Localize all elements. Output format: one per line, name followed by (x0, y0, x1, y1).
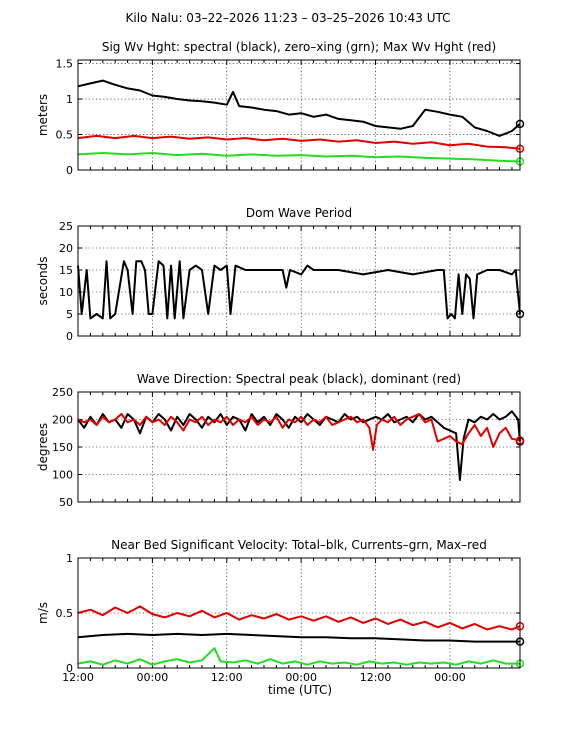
plot-frame (77, 391, 521, 503)
y-tick-label: 0 (66, 164, 73, 177)
series-line-green (77, 647, 520, 666)
x-tick-label: 00:00 (137, 671, 169, 684)
y-tick-label: 1 (66, 93, 73, 106)
chart-panel-4: Near Bed Significant Velocity: Total–blk… (36, 538, 525, 684)
series-line-red (77, 605, 521, 631)
y-tick-label: 200 (52, 414, 73, 427)
y-tick-label: 50 (59, 496, 73, 509)
x-axis-label: time (UTC) (268, 683, 332, 697)
series-line-green (77, 152, 521, 163)
x-tick-label: 12:00 (360, 671, 392, 684)
x-tick-label: 00:00 (285, 671, 317, 684)
series-line-black (77, 79, 521, 137)
plot-frame (77, 225, 521, 337)
y-axis-label: meters (36, 94, 50, 136)
panel-title: Sig Wv Hght: spectral (black), zero–xing… (102, 40, 496, 54)
y-axis-label: seconds (36, 256, 50, 305)
y-tick-label: 1 (66, 552, 73, 565)
y-tick-label: 10 (59, 286, 73, 299)
y-tick-label: 100 (52, 469, 73, 482)
y-tick-label: 150 (52, 441, 73, 454)
x-tick-label: 00:00 (434, 671, 466, 684)
series-line-black (77, 410, 521, 481)
y-tick-label: 0.5 (56, 129, 74, 142)
chart-panel-2: Dom Wave Period seconds 0 5 10 15 20 25 (36, 206, 525, 343)
series-line-black (77, 632, 520, 643)
y-tick-label: 250 (52, 386, 73, 399)
y-tick-label: 5 (66, 308, 73, 321)
series-line-red (77, 134, 521, 150)
y-tick-label: 0 (66, 662, 73, 675)
y-axis-label: m/s (36, 602, 50, 624)
series-line-black (77, 260, 521, 320)
panel-title: Near Bed Significant Velocity: Total–blk… (111, 538, 487, 552)
panel-title: Wave Direction: Spectral peak (black), d… (137, 372, 461, 386)
x-tick-label: 12:00 (62, 671, 94, 684)
plot-frame (77, 557, 521, 669)
chart-panel-1: Sig Wv Hght: spectral (black), zero–xing… (36, 40, 525, 177)
chart-panel-3: Wave Direction: Spectral peak (black), d… (36, 372, 525, 509)
y-axis-label: degrees (36, 423, 50, 471)
panel-title: Dom Wave Period (246, 206, 352, 220)
figure-title: Kilo Nalu: 03–22–2026 11:23 – 03–25–2026… (125, 11, 450, 25)
y-tick-label: 0 (66, 330, 73, 343)
x-tick-label: 12:00 (211, 671, 243, 684)
y-tick-label: 20 (59, 242, 73, 255)
y-tick-label: 15 (59, 264, 73, 277)
plot-frame (77, 59, 521, 171)
y-tick-label: 25 (59, 220, 73, 233)
series-line-red (77, 413, 521, 451)
panels: Sig Wv Hght: spectral (black), zero–xing… (36, 40, 525, 684)
y-tick-label: 1.5 (56, 58, 74, 71)
y-tick-label: 0.5 (56, 607, 74, 620)
